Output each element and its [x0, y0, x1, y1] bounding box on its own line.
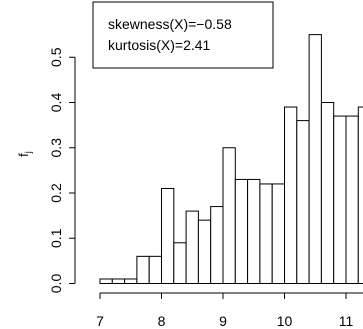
histogram-bar	[99, 278, 113, 285]
x-tick-label: 11	[339, 313, 354, 329]
y-tick-label: 0.3	[48, 138, 64, 158]
histogram-bar	[357, 106, 363, 284]
y-tick-label: 0.0	[48, 274, 64, 294]
histogram-bar	[148, 255, 162, 285]
histogram-bar	[161, 187, 175, 284]
y-tick-label: 0.4	[48, 93, 64, 113]
histogram-bar	[173, 242, 187, 284]
histogram-bar	[222, 147, 236, 284]
histogram-bar	[210, 206, 224, 285]
histogram-bar	[284, 106, 298, 284]
legend-skewness: skewness(X)=−0.58	[108, 16, 232, 32]
histogram-bar	[111, 278, 126, 285]
histogram-bar	[308, 34, 322, 285]
x-tick-label: 8	[158, 313, 166, 329]
legend-box	[92, 1, 274, 69]
histogram-bar	[271, 183, 286, 284]
histogram-bar	[124, 278, 138, 285]
histogram-bar	[234, 178, 249, 284]
x-tick-label: 10	[277, 313, 293, 329]
x-tick-label: 7	[96, 313, 104, 329]
histogram-bar	[136, 255, 150, 285]
histogram-bars	[99, 34, 363, 285]
x-tick-label: 9	[219, 313, 227, 329]
y-tick-label: 0.5	[48, 47, 64, 67]
histogram-bar	[259, 183, 273, 284]
x-axis: 7 8 9 10 11	[96, 292, 363, 329]
legend-kurtosis: kurtosis(X)=2.41	[108, 37, 211, 53]
histogram-bar	[185, 210, 199, 285]
histogram-bar	[345, 115, 359, 284]
histogram-bar	[333, 115, 347, 284]
histogram-bar	[197, 219, 212, 284]
y-tick-label: 0.1	[48, 228, 64, 248]
y-tick-label: 0.2	[48, 183, 64, 203]
histogram-bar	[320, 102, 335, 284]
y-axis: 0.0 0.1 0.2 0.3 0.4 0.5	[48, 47, 76, 294]
histogram-bar	[296, 120, 310, 284]
y-axis-label: fj	[16, 151, 33, 157]
legend: skewness(X)=−0.58 kurtosis(X)=2.41	[92, 1, 274, 69]
histogram-bar	[247, 178, 261, 284]
